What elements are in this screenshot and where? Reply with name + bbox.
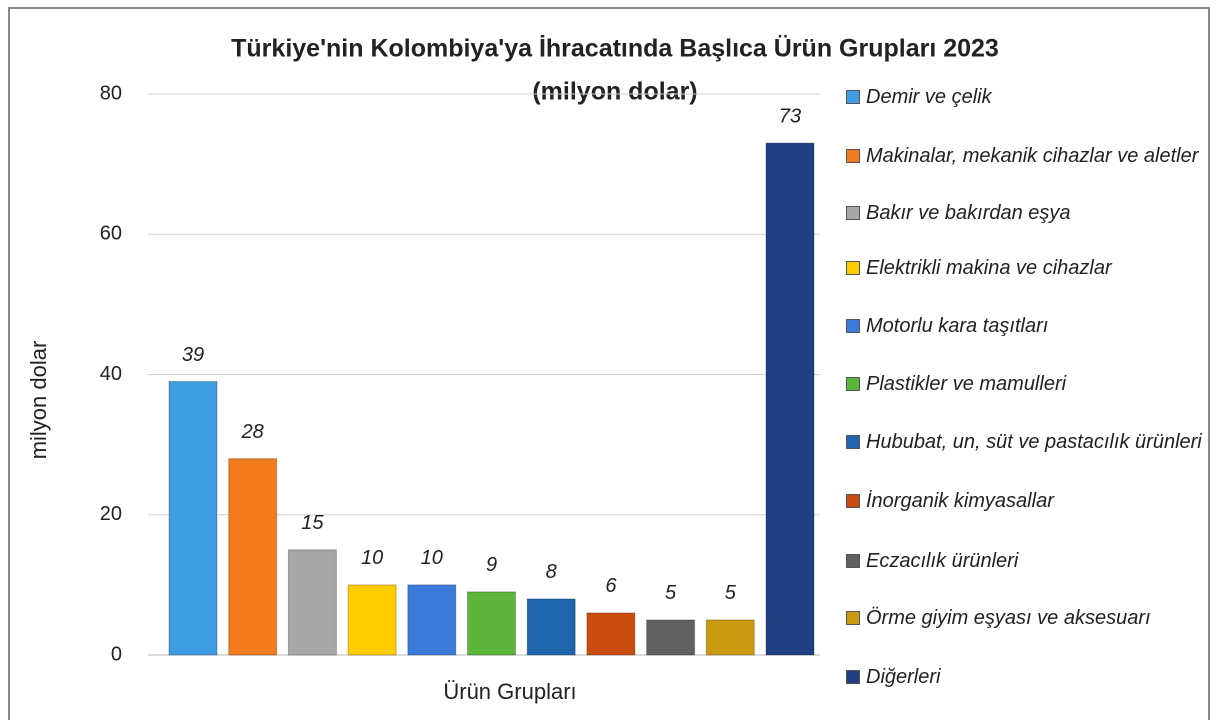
legend-label: Demir ve çelik <box>866 86 992 108</box>
y-tick-label: 20 <box>100 503 122 525</box>
legend-item: Eczacılık ürünleri <box>846 548 1206 575</box>
legend-item: Diğerleri <box>846 664 1206 691</box>
value-label: 73 <box>779 105 801 127</box>
legend-swatch <box>846 670 860 684</box>
legend-item: Bakır ve bakırdan eşya <box>846 200 1206 227</box>
legend-label: Diğerleri <box>866 666 941 688</box>
legend-item: Plastikler ve mamulleri <box>846 371 1206 398</box>
legend-swatch <box>846 377 860 391</box>
legend-swatch <box>846 149 860 163</box>
value-label: 6 <box>605 575 617 597</box>
legend-item: Demir ve çelik <box>846 84 1206 111</box>
value-label: 39 <box>182 344 204 366</box>
legend-item: Örme giyim eşyası ve aksesuarı <box>846 605 1206 632</box>
y-tick-label: 0 <box>111 643 122 665</box>
value-label: 9 <box>486 554 497 576</box>
bar <box>526 598 576 656</box>
value-label: 10 <box>361 547 383 569</box>
legend-label: Makinalar, mekanik cihazlar ve aletler <box>866 145 1199 167</box>
legend-swatch <box>846 261 860 275</box>
legend-swatch <box>846 90 860 104</box>
bar <box>168 381 218 656</box>
value-label: 8 <box>546 561 557 583</box>
value-label: 28 <box>241 421 264 443</box>
bar <box>407 584 457 656</box>
bar <box>228 458 278 656</box>
legend-swatch <box>846 494 860 508</box>
y-axis-title: milyon dolar <box>26 341 51 460</box>
frame <box>8 7 1210 720</box>
legend-label: Bakır ve bakırdan eşya <box>866 202 1071 224</box>
legend-item: İnorganik kimyasallar <box>846 488 1206 515</box>
legend-swatch <box>846 206 860 220</box>
legend-item: Elektrikli makina ve cihazlar <box>846 255 1206 282</box>
y-tick-label: 80 <box>100 82 122 104</box>
legend-item: Motorlu kara taşıtları <box>846 313 1206 340</box>
y-tick-label: 60 <box>100 223 122 245</box>
legend-label: Motorlu kara taşıtları <box>866 315 1049 337</box>
value-label: 15 <box>301 512 324 534</box>
bar <box>287 549 337 656</box>
bar <box>347 584 397 656</box>
value-label: 5 <box>725 582 737 604</box>
legend-label: Elektrikli makina ve cihazlar <box>866 257 1112 279</box>
legend-label: Hububat, un, süt ve pastacılık ürünleri <box>866 431 1202 453</box>
chart-title: Türkiye'nin Kolombiya'ya İhracatında Baş… <box>231 34 999 63</box>
bar <box>586 612 636 656</box>
y-tick-label: 40 <box>100 363 122 385</box>
legend-swatch <box>846 319 860 333</box>
legend-label: Plastikler ve mamulleri <box>866 373 1067 395</box>
legend-swatch <box>846 611 860 625</box>
legend-label: İnorganik kimyasallar <box>866 490 1054 512</box>
bar <box>467 591 516 656</box>
legend-label: Eczacılık ürünleri <box>866 550 1019 572</box>
bar <box>705 619 755 656</box>
value-label: 10 <box>421 547 443 569</box>
value-label: 5 <box>665 582 677 604</box>
bar <box>765 142 815 656</box>
legend-swatch <box>846 554 860 568</box>
legend-label: Örme giyim eşyası ve aksesuarı <box>866 607 1151 629</box>
chart-subtitle: (milyon dolar) <box>532 78 697 106</box>
legend-swatch <box>846 435 860 449</box>
bar <box>646 619 696 656</box>
x-axis-title: Ürün Grupları <box>443 679 576 704</box>
legend-item: Hububat, un, süt ve pastacılık ürünleri <box>846 429 1206 456</box>
legend-item: Makinalar, mekanik cihazlar ve aletler <box>846 143 1206 170</box>
